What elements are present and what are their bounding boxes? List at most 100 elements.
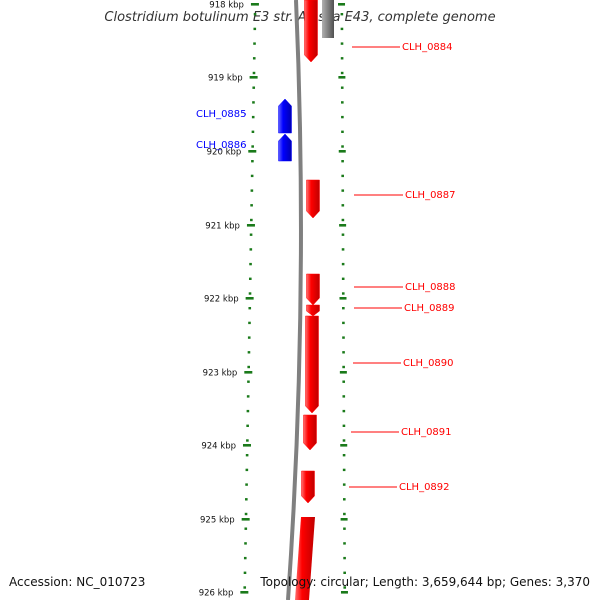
accession-text: Accession: NC_010723	[9, 575, 146, 589]
gene-label: CLH_0887	[405, 190, 456, 201]
minor-tick-left	[249, 262, 252, 266]
minor-tick-left	[250, 189, 254, 192]
minor-tick-right	[342, 439, 346, 442]
minor-tick-left	[253, 27, 257, 31]
minor-tick-left	[243, 556, 247, 560]
major-tick-left	[244, 371, 253, 374]
minor-tick-right	[341, 174, 344, 178]
minor-tick-right	[340, 86, 344, 89]
minor-tick-right	[341, 292, 345, 295]
scale-label: 923 kbp	[203, 369, 238, 379]
gene-arrow	[304, 0, 318, 63]
minor-tick-left	[248, 277, 252, 280]
scale-label: 918 kbp	[209, 1, 244, 11]
minor-tick-left	[244, 542, 247, 545]
minor-tick-right	[343, 527, 346, 530]
major-tick-right	[340, 444, 348, 447]
minor-tick-left	[246, 424, 249, 427]
minor-tick-left	[244, 512, 248, 516]
gene-label: CLH_0884	[402, 42, 453, 53]
map-title: Clostridium botulinum E3 str. Alaska E43…	[104, 10, 496, 25]
minor-tick-right	[340, 71, 344, 75]
gene-arrow	[306, 304, 320, 317]
scale-label: 926 kbp	[199, 589, 234, 599]
scale-label: 920 kbp	[207, 148, 242, 158]
minor-tick-right	[341, 115, 344, 119]
scale-label: 924 kbp	[201, 442, 236, 452]
minor-tick-left	[252, 101, 255, 104]
minor-tick-right	[342, 307, 345, 310]
minor-tick-left	[247, 336, 251, 339]
minor-tick-right	[340, 27, 344, 31]
minor-tick-left	[246, 409, 250, 413]
minor-tick-left	[250, 174, 254, 178]
minor-tick-left	[251, 115, 255, 119]
minor-tick-left	[252, 57, 256, 60]
minor-tick-right	[341, 262, 345, 266]
minor-tick-left	[244, 527, 248, 530]
minor-tick-left	[243, 571, 247, 574]
major-tick-left	[250, 3, 259, 6]
minor-tick-right	[343, 556, 346, 560]
minor-tick-left	[245, 498, 248, 501]
gene-label: CLH_0892	[399, 482, 450, 493]
major-tick-right	[339, 371, 347, 374]
gene-label: CLH_0888	[405, 282, 456, 293]
gene-label: CLH_0890	[403, 358, 454, 369]
minor-tick-right	[341, 189, 345, 192]
minor-tick-right	[341, 248, 345, 251]
minor-tick-right	[343, 542, 346, 545]
major-tick-right	[340, 518, 348, 521]
minor-tick-right	[343, 512, 346, 516]
minor-tick-right	[343, 571, 346, 574]
minor-tick-right	[342, 395, 346, 398]
major-tick-right	[338, 76, 346, 79]
minor-tick-right	[341, 218, 345, 222]
gene-label: CLH_0891	[401, 427, 452, 438]
minor-tick-right	[340, 42, 344, 45]
minor-tick-left	[251, 160, 254, 163]
gene-arrow	[306, 179, 320, 219]
minor-tick-right	[341, 233, 345, 236]
gene-label: CLH_0885	[196, 109, 247, 120]
major-tick-left	[242, 444, 251, 447]
minor-tick-right	[340, 57, 344, 60]
minor-tick-left	[247, 365, 250, 369]
minor-tick-left	[250, 204, 253, 207]
minor-tick-left	[249, 248, 253, 251]
gene-arrow	[301, 470, 315, 504]
major-tick-right	[339, 224, 347, 227]
minor-tick-right	[341, 160, 344, 163]
gene-label: CLH_0886	[196, 140, 247, 151]
gene-arrow	[306, 273, 320, 306]
minor-tick-left	[245, 468, 249, 472]
minor-tick-right	[342, 483, 346, 486]
major-tick-left	[241, 518, 250, 521]
minor-tick-left	[249, 233, 253, 236]
minor-tick-left	[252, 86, 256, 89]
major-tick-left	[240, 591, 249, 594]
minor-tick-left	[250, 218, 253, 222]
minor-tick-right	[342, 454, 346, 457]
gene-arrow	[303, 414, 317, 451]
scale-label: 921 kbp	[205, 222, 240, 232]
minor-tick-right	[343, 586, 347, 589]
scale-label: 925 kbp	[200, 516, 235, 526]
gene-arrow-partial	[295, 517, 315, 600]
gene-arrow	[278, 98, 292, 134]
minor-tick-right	[342, 336, 345, 339]
topology-text: Topology: circular; Length: 3,659,644 bp…	[260, 575, 590, 589]
grey-feature	[322, 0, 334, 38]
scale-label: 922 kbp	[204, 295, 239, 305]
gene-arrow	[305, 315, 319, 414]
minor-tick-right	[341, 145, 344, 148]
minor-tick-left	[252, 71, 256, 75]
major-tick-right	[338, 3, 346, 6]
minor-tick-left	[248, 321, 251, 325]
minor-tick-left	[247, 380, 250, 383]
minor-tick-left	[245, 483, 248, 486]
minor-tick-left	[248, 307, 252, 310]
minor-tick-left	[251, 145, 254, 148]
minor-tick-right	[340, 13, 344, 16]
